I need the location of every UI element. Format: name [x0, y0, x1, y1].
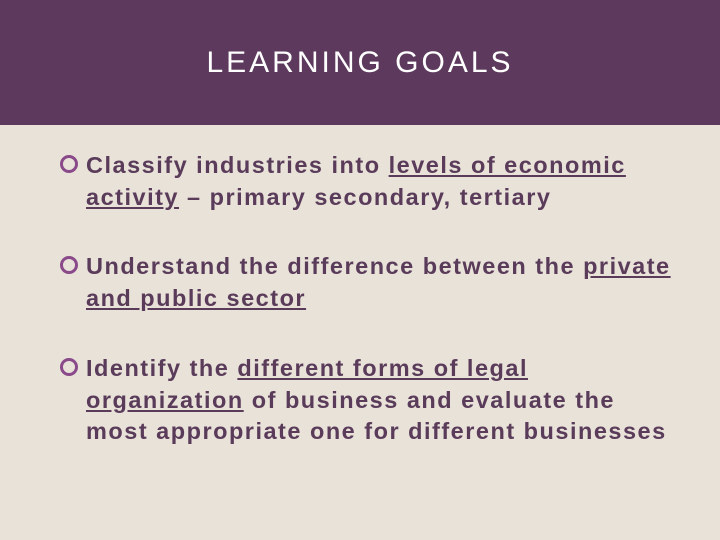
slide-content: Classify industries into levels of econo…	[0, 125, 720, 540]
slide: LEARNING GOALS Classify industries into …	[0, 0, 720, 540]
bullet-marker-icon	[60, 256, 78, 274]
bullet-pre: Identify the	[86, 355, 237, 381]
bullet-text: Classify industries into levels of econo…	[86, 150, 675, 213]
bullet-item: Classify industries into levels of econo…	[60, 150, 675, 213]
bullet-post: – primary secondary, tertiary	[179, 184, 551, 210]
bullet-pre: Classify industries into	[86, 152, 389, 178]
bullet-item: Understand the difference between the pr…	[60, 251, 675, 314]
bullet-marker-icon	[60, 155, 78, 173]
bullet-text: Understand the difference between the pr…	[86, 251, 675, 314]
slide-title: LEARNING GOALS	[206, 46, 513, 80]
bullet-pre: Understand the difference between the	[86, 253, 583, 279]
bullet-marker-icon	[60, 358, 78, 376]
slide-header: LEARNING GOALS	[0, 0, 720, 125]
bullet-item: Identify the different forms of legal or…	[60, 353, 675, 448]
bullet-text: Identify the different forms of legal or…	[86, 353, 675, 448]
